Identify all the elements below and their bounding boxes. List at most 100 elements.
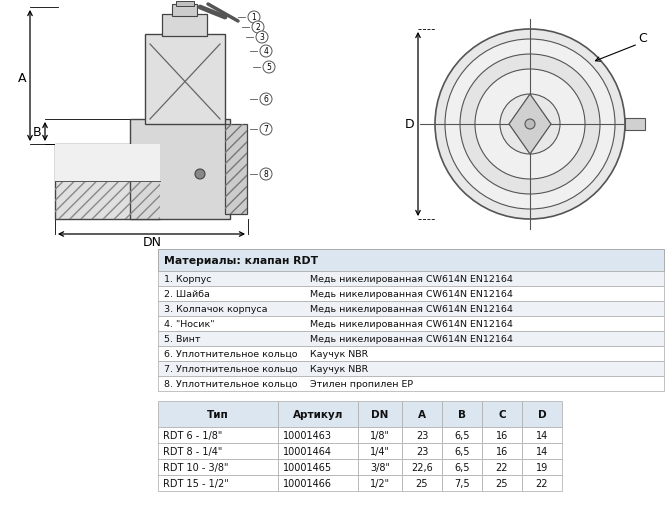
Bar [158,443,278,459]
Circle shape [263,62,275,74]
Circle shape [252,22,264,34]
Bar [442,427,482,443]
Bar [225,125,247,215]
Text: Медь никелированная CW614N EN12164: Медь никелированная CW614N EN12164 [310,290,513,298]
Text: 4: 4 [264,47,268,56]
Bar [402,443,442,459]
Text: 10001465: 10001465 [283,462,332,472]
Text: 10001466: 10001466 [283,478,332,488]
Text: 25: 25 [496,478,508,488]
Text: 1/2": 1/2" [370,478,390,488]
Circle shape [525,120,535,130]
Bar [278,459,358,475]
Text: 19: 19 [536,462,548,472]
Bar [522,443,562,459]
Text: Медь никелированная CW614N EN12164: Медь никелированная CW614N EN12164 [310,304,513,314]
Text: Материалы: клапан RDT: Материалы: клапан RDT [164,256,318,266]
Bar [442,459,482,475]
Bar [522,459,562,475]
Text: 14: 14 [536,446,548,456]
Bar [158,317,664,331]
Circle shape [445,40,615,210]
Bar [625,119,645,131]
Text: C: C [639,32,648,44]
Text: 3: 3 [260,34,264,42]
Text: B: B [33,126,42,139]
Text: Медь никелированная CW614N EN12164: Медь никелированная CW614N EN12164 [310,334,513,344]
Bar [482,459,522,475]
Text: 3. Колпачок корпуса: 3. Колпачок корпуса [164,304,268,314]
Text: 4. "Носик": 4. "Носик" [164,319,215,328]
Bar [522,475,562,491]
Circle shape [256,32,268,44]
Circle shape [460,55,600,194]
Bar [55,145,160,182]
Bar [158,459,278,475]
Bar [158,301,664,317]
Bar [158,331,664,346]
Text: 23: 23 [416,446,428,456]
Bar [402,475,442,491]
Text: D: D [405,118,415,131]
Text: RDT 6 - 1/8": RDT 6 - 1/8" [163,430,222,440]
Text: 22,6: 22,6 [411,462,433,472]
Text: 6. Уплотнительное кольцо: 6. Уплотнительное кольцо [164,349,297,358]
Bar [162,15,207,37]
Text: RDT 10 - 3/8": RDT 10 - 3/8" [163,462,229,472]
Circle shape [260,168,272,181]
Bar [158,346,664,361]
Text: 22: 22 [496,462,508,472]
Bar [278,475,358,491]
Circle shape [500,95,560,155]
Bar [358,427,402,443]
Bar [278,401,358,427]
Text: B: B [458,409,466,419]
Text: 7. Уплотнительное кольцо: 7. Уплотнительное кольцо [164,364,297,373]
Bar [402,401,442,427]
Text: 10001464: 10001464 [283,446,332,456]
Text: C: C [498,409,506,419]
Text: 6: 6 [264,95,268,104]
Text: 7: 7 [264,125,268,134]
Bar [442,475,482,491]
Bar [402,459,442,475]
Bar [158,401,278,427]
Bar [442,401,482,427]
Bar [482,443,522,459]
Text: RDT 8 - 1/4": RDT 8 - 1/4" [163,446,222,456]
Text: 3/8": 3/8" [370,462,390,472]
Circle shape [435,30,625,219]
Bar [130,120,230,219]
Text: A: A [418,409,426,419]
Bar [278,427,358,443]
Bar [482,475,522,491]
Bar [402,427,442,443]
Text: 1/8": 1/8" [370,430,390,440]
Bar [176,2,194,7]
Text: Артикул: Артикул [293,409,343,419]
Text: 5. Винт: 5. Винт [164,334,201,344]
Text: Этилен пропилен EP: Этилен пропилен EP [310,379,413,388]
Text: 7,5: 7,5 [454,478,470,488]
Text: 25: 25 [416,478,428,488]
Bar [358,475,402,491]
Text: Медь никелированная CW614N EN12164: Медь никелированная CW614N EN12164 [310,274,513,284]
Circle shape [260,94,272,106]
Bar [158,475,278,491]
Text: 8. Уплотнительное кольцо: 8. Уплотнительное кольцо [164,379,297,388]
Text: 14: 14 [536,430,548,440]
Bar [55,145,160,219]
Polygon shape [509,95,551,155]
Text: 22: 22 [535,478,548,488]
Text: Тип: Тип [207,409,229,419]
Bar [158,427,278,443]
Circle shape [260,46,272,58]
Bar [158,271,664,287]
Text: 6,5: 6,5 [454,446,470,456]
Bar [55,145,160,219]
Circle shape [248,12,260,24]
Bar [172,5,197,17]
Circle shape [260,124,272,136]
Text: 2: 2 [256,23,260,33]
Text: 1. Корпус: 1. Корпус [164,274,211,284]
